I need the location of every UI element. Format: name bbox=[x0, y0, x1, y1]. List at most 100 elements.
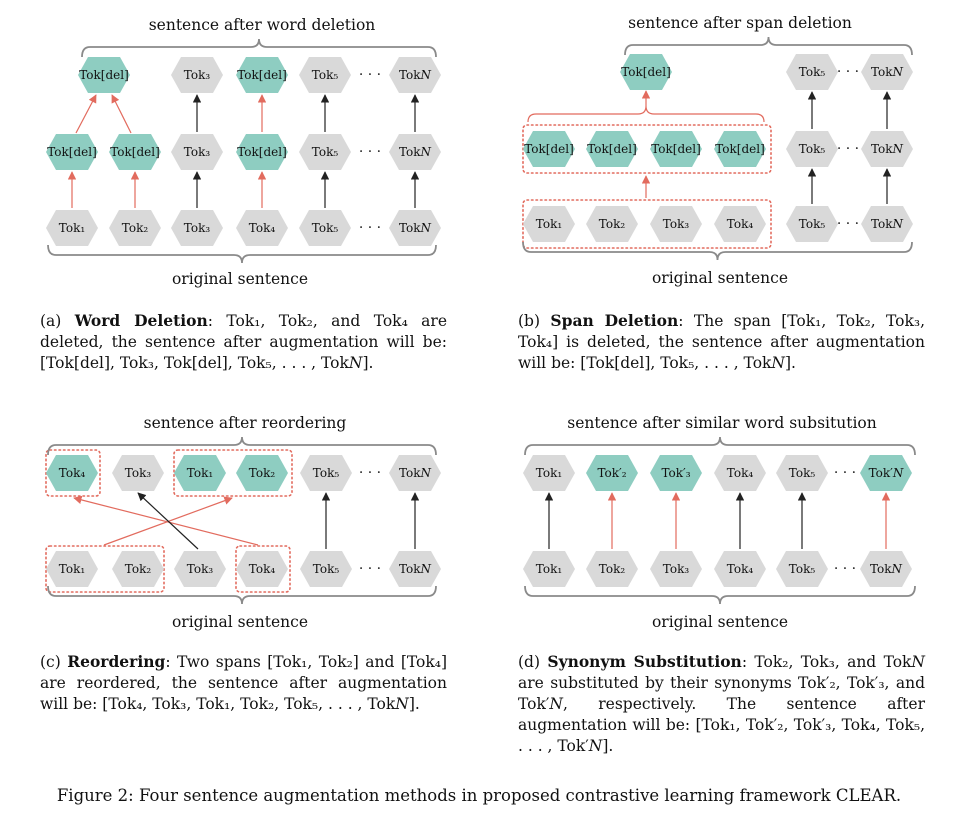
caption-c-tag: (c) bbox=[40, 653, 61, 671]
panel-b-mid-del4-hexagon bbox=[714, 131, 766, 167]
panel-a-bot-tok2-label: Tok₂ bbox=[122, 221, 149, 235]
panel-a-top-del2-hexagon bbox=[236, 57, 288, 93]
panel-a-bot-ellipsis: · · · bbox=[359, 220, 381, 236]
panel-b-bot-tok1-hexagon bbox=[523, 206, 575, 242]
panel-d-top-label: sentence after similar word subsitution bbox=[567, 414, 876, 432]
panel-a-bot-tok3-label: Tok₃ bbox=[184, 221, 211, 235]
panel-a-bot-tok1-hexagon bbox=[46, 210, 98, 246]
panel-c-top-tok4-hexagon bbox=[46, 455, 98, 491]
panel-b-bottom-label: original sentence bbox=[652, 269, 788, 287]
panel-b-bottom-brace bbox=[522, 241, 913, 261]
panel-a-mid-del1-hexagon bbox=[46, 134, 98, 170]
panel-c-bottom-label: original sentence bbox=[172, 613, 308, 631]
panel-d-top-tok1-hexagon bbox=[523, 455, 575, 491]
panel-b-mid-del1-hexagon bbox=[523, 131, 575, 167]
panel-c-top-tok2-label: Tok₂ bbox=[249, 466, 276, 480]
panel-a-mid-tokN-hexagon bbox=[389, 134, 441, 170]
panel-a-merge-arrow-1 bbox=[75, 94, 97, 134]
panel-a-bot-tokN-hexagon bbox=[389, 210, 441, 246]
panel-a-top-tok5-hexagon bbox=[299, 57, 351, 93]
panel-a-top-ellipsis: · · · bbox=[359, 67, 381, 83]
panel-c-top-tokN-label: Tok𝑁 bbox=[399, 466, 432, 480]
panel-c-arrow-tok4 bbox=[73, 495, 259, 546]
caption-c-body: : Two spans [Tok₁, Tok₂] and [Tok₄] are … bbox=[40, 653, 448, 713]
panel-b-top-tok5-label: Tok₅ bbox=[799, 65, 826, 79]
panel-b-top-del-hexagon bbox=[620, 54, 672, 90]
panel-a-bot-tok2-hexagon bbox=[109, 210, 161, 246]
panel-b-bot-tok2-hexagon bbox=[586, 206, 638, 242]
panel-a-bot-tok4-hexagon bbox=[236, 210, 288, 246]
panel-d-bot-tok3-label: Tok₃ bbox=[663, 562, 690, 576]
panel-b-bot-tok5-label: Tok₅ bbox=[799, 217, 826, 231]
panel-d-top-tok3p-hexagon bbox=[650, 455, 702, 491]
panel-d-top-tok2p-hexagon bbox=[586, 455, 638, 491]
panel-a-bot-tok4-label: Tok₄ bbox=[249, 221, 276, 235]
panel-a-top-del2-label: Tok[del] bbox=[237, 68, 287, 82]
panel-a-mid-del4-hexagon bbox=[236, 134, 288, 170]
panel-a-mid-del2-label: Tok[del] bbox=[110, 145, 160, 159]
panel-b-bot-tok1-label: Tok₁ bbox=[536, 217, 562, 231]
panel-b-top-tokN-hexagon bbox=[861, 54, 913, 90]
panel-c-bot-tok3-hexagon bbox=[174, 551, 226, 587]
panel-b-top-del-label: Tok[del] bbox=[621, 65, 671, 79]
panel-d-top-ellipsis: · · · bbox=[834, 465, 856, 481]
panel-d-bot-tokN-label: Tok𝑁 bbox=[870, 562, 903, 576]
panel-b-bot-tok2-label: Tok₂ bbox=[599, 217, 626, 231]
panel-c-top-ellipsis: · · · bbox=[359, 465, 381, 481]
caption-a-body: : Tok₁, Tok₂, and Tok₄ are deleted, the … bbox=[40, 312, 447, 372]
panel-a-mid-del4-label: Tok[del] bbox=[237, 145, 287, 159]
panel-a-top-tokN-label: Tok𝑁 bbox=[399, 68, 432, 82]
panel-a-bot-tokN-label: Tok𝑁 bbox=[399, 221, 432, 235]
panel-d-bot-tok2-label: Tok₂ bbox=[599, 562, 626, 576]
panel-d-top-tok3p-label: Tok′₃ bbox=[661, 466, 690, 480]
caption-d: (d) Synonym Substitution: Tok₂, Tok₃, an… bbox=[518, 651, 925, 757]
panel-b-top-brace bbox=[624, 36, 913, 56]
panel-c-bot-tok3-label: Tok₃ bbox=[187, 562, 214, 576]
panel-d-bot-tok5-hexagon bbox=[776, 551, 828, 587]
panel-d-bot-ellipsis: · · · bbox=[834, 561, 856, 577]
panel-a-mid-tok3-label: Tok₃ bbox=[184, 145, 211, 159]
panel-a-top-del-label: Tok[del] bbox=[79, 68, 129, 82]
panel-d-bot-tok1-label: Tok₁ bbox=[536, 562, 562, 576]
panel-c-bot-tok2-hexagon bbox=[112, 551, 164, 587]
panel-b-top-label: sentence after span deletion bbox=[628, 14, 852, 32]
panel-b-top-tokN-label: Tok𝑁 bbox=[871, 65, 904, 79]
panel-c-box-top-tok12 bbox=[173, 449, 293, 497]
panel-c-bot-tokN-label: Tok𝑁 bbox=[399, 562, 432, 576]
panel-b-bot-tok3-label: Tok₃ bbox=[663, 217, 690, 231]
panel-a-bot-tok5-hexagon bbox=[299, 210, 351, 246]
panel-d-top-tokNp-hexagon bbox=[860, 455, 912, 491]
panel-a-bot-tok3-hexagon bbox=[171, 210, 223, 246]
panel-a-top-brace bbox=[81, 38, 437, 58]
panel-b-mid-del3-hexagon bbox=[650, 131, 702, 167]
panel-b-bot-tok5-hexagon bbox=[786, 206, 838, 242]
panel-b-bot-tok4-hexagon bbox=[714, 206, 766, 242]
panel-c-top-tok1-hexagon bbox=[174, 455, 226, 491]
panel-c-bot-tok4-hexagon bbox=[236, 551, 288, 587]
panel-c-bot-tok2-label: Tok₂ bbox=[125, 562, 152, 576]
panel-d-bot-tok4-hexagon bbox=[714, 551, 766, 587]
caption-b-tag: (b) bbox=[518, 312, 541, 330]
panel-d-bot-tok5-label: Tok₅ bbox=[789, 562, 816, 576]
panel-a-mid-del2-hexagon bbox=[109, 134, 161, 170]
panel-d-bot-tok4-label: Tok₄ bbox=[727, 562, 754, 576]
panel-c-top-tok5-hexagon bbox=[300, 455, 352, 491]
panel-c-top-tok5-label: Tok₅ bbox=[313, 466, 340, 480]
panel-d-top-tok4-hexagon bbox=[714, 455, 766, 491]
caption-d-body: : Tok₂, Tok₃, and Tok𝑁 are substituted b… bbox=[518, 653, 925, 755]
panel-b-mid-tokN-hexagon bbox=[861, 131, 913, 167]
caption-c: (c) Reordering: Two spans [Tok₁, Tok₂] a… bbox=[40, 651, 447, 715]
panel-b-bot-tokN-label: Tok𝑁 bbox=[871, 217, 904, 231]
panel-c-bot-tok4-label: Tok₄ bbox=[249, 562, 276, 576]
panel-c-bottom-brace bbox=[47, 585, 437, 605]
panel-d-bot-tok1-hexagon bbox=[523, 551, 575, 587]
panel-a-mid-tokN-label: Tok𝑁 bbox=[399, 145, 432, 159]
figure-caption: Figure 2: Four sentence augmentation met… bbox=[56, 786, 902, 805]
panel-a-top-label: sentence after word deletion bbox=[149, 16, 376, 34]
panel-d-bot-tokN-hexagon bbox=[860, 551, 912, 587]
caption-b: (b) Span Deletion: The span [Tok₁, Tok₂,… bbox=[518, 310, 925, 374]
panel-d-top-brace bbox=[524, 436, 916, 456]
panel-b-merge-brace bbox=[527, 105, 765, 123]
panel-b-bot-tok3-hexagon bbox=[650, 206, 702, 242]
panel-b-mid-tok5-hexagon bbox=[786, 131, 838, 167]
